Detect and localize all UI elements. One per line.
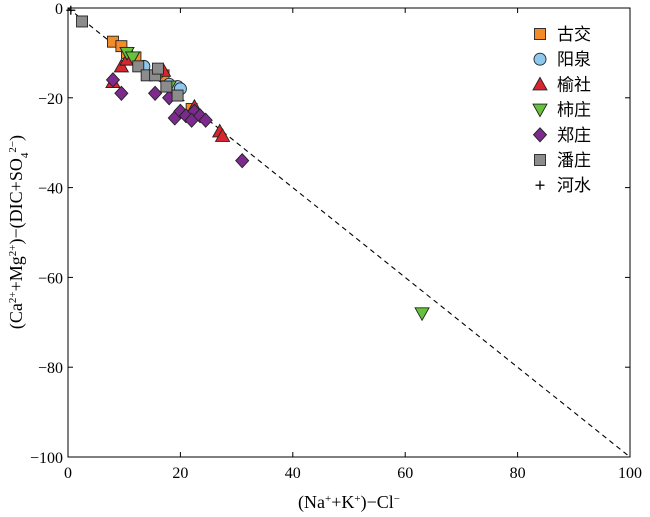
axes-layer	[67, 7, 631, 458]
series-5	[76, 15, 184, 102]
legend-label: 潘庄	[557, 151, 591, 171]
data-point	[76, 15, 89, 28]
plot-layer	[66, 5, 631, 458]
legend-marker	[533, 52, 547, 66]
data-point	[105, 72, 121, 88]
legend-marker	[534, 154, 546, 166]
data-point	[214, 128, 231, 142]
legend-label: 河水	[557, 176, 591, 196]
legend-marker	[535, 180, 545, 190]
legend-label: 古交	[557, 25, 591, 45]
plot-frame	[67, 7, 631, 458]
legend-label: 柿庄	[557, 101, 591, 121]
y-tick-label: −80	[38, 360, 63, 377]
legend-label: 榆社	[557, 75, 591, 95]
y-axis-title: (Ca2++Mg2+)−(DIC+SO42−)	[6, 135, 31, 329]
x-tick-label: 0	[64, 465, 72, 482]
legend-label: 阳泉	[557, 50, 591, 70]
data-point	[151, 62, 164, 75]
x-tick-label: 20	[172, 465, 188, 482]
y-tick-label: −20	[38, 91, 63, 108]
data-point	[124, 51, 141, 66]
y-tick-label: −40	[38, 181, 63, 198]
x-tick-label: 100	[618, 465, 642, 482]
x-tick-label: 80	[510, 465, 526, 482]
data-point	[198, 112, 213, 128]
legend-marker	[534, 28, 546, 40]
legend-marker	[532, 103, 548, 118]
x-tick-label: 60	[397, 465, 413, 482]
data-point	[132, 60, 145, 73]
data-point	[235, 152, 250, 169]
y-tick-label: 0	[55, 1, 63, 18]
data-point	[113, 58, 130, 73]
x-axis-title: (Na++K+)−Cl−	[298, 492, 400, 513]
ticks-layer: 0 20 40 60 80 100 0 −20 −40 −60 −80 −100	[30, 1, 642, 482]
legend-label: 郑庄	[557, 126, 591, 146]
data-point	[171, 89, 184, 102]
y-tick-label: −100	[30, 450, 63, 467]
data-point	[114, 85, 129, 101]
x-tick-label: 40	[285, 465, 301, 482]
data-point	[147, 85, 163, 101]
data-point	[414, 307, 430, 322]
legend-marker	[532, 127, 548, 143]
data-point	[160, 80, 173, 93]
legend-marker	[532, 76, 548, 91]
y-tick-label: −60	[38, 270, 63, 287]
